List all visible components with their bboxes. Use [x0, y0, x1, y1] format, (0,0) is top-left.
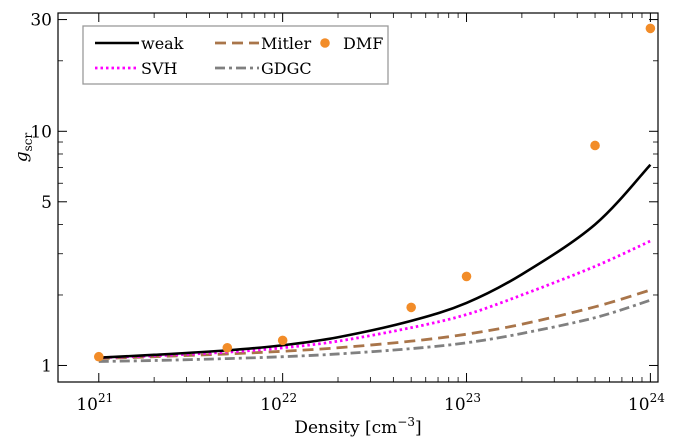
- series-layer: [93, 23, 656, 363]
- x-axis-title: Density [cm−3]: [294, 415, 421, 438]
- legend-entry-mitler: Mitler: [215, 34, 312, 53]
- y-tick-label-1: 5: [41, 193, 52, 213]
- point-dmf-3: [406, 302, 416, 313]
- x-tick-label-2: 1023: [444, 391, 481, 415]
- series-weak: [98, 163, 652, 359]
- legend-entry-svh: SVH: [95, 59, 178, 78]
- legend-label-gdgc: GDGC: [261, 59, 312, 78]
- point-dmf-5: [590, 140, 600, 151]
- series-dmf: [93, 23, 656, 362]
- point-dmf-4: [461, 271, 472, 282]
- series-gdgc: [98, 298, 651, 363]
- legend-label-mitler: Mitler: [261, 34, 312, 53]
- series-mitler: [98, 288, 651, 360]
- legend-entry-weak: weak: [95, 34, 184, 53]
- point-dmf-2: [277, 335, 288, 346]
- series-svh: [98, 239, 651, 360]
- legend-label-svh: SVH: [141, 59, 178, 78]
- x-tick-label-0: 1021: [76, 391, 113, 415]
- y-axis-title: gscr: [12, 132, 35, 162]
- point-dmf-0: [93, 351, 104, 362]
- y-tick-label-2: 10: [30, 122, 52, 142]
- legend-box: [82, 25, 389, 85]
- legend: weak Mitler DMF SVH GDGC: [82, 25, 389, 85]
- point-dmf-6: [645, 23, 656, 34]
- legend-entry-gdgc: GDGC: [215, 59, 312, 78]
- y-tick-label-0: 1: [41, 356, 52, 376]
- y-tick-label-3: 30: [30, 11, 52, 31]
- x-tick-label-1: 1022: [260, 391, 297, 415]
- x-tick-label-3: 1024: [628, 391, 665, 415]
- axes-layer: 1021 1022 1023 1024 1 5 10 30 Density [cm−3] gscr: [12, 11, 665, 438]
- legend-label-dmf: DMF: [343, 34, 383, 53]
- point-dmf-1: [222, 342, 233, 353]
- legend-label-weak: weak: [141, 34, 184, 53]
- legend-entry-dmf: DMF: [320, 34, 383, 53]
- legend-marker-dmf: [320, 38, 330, 48]
